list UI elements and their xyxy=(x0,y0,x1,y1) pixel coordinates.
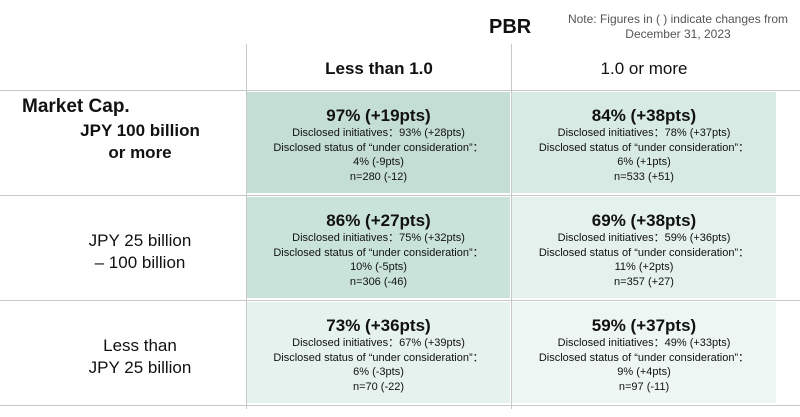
note-line: Note: Figures in ( ) indicate changes fr… xyxy=(567,12,789,26)
cell-line: Disclosed status of “under consideration… xyxy=(538,351,750,364)
cell-line: 6% (-3pts) xyxy=(353,366,404,378)
row-label-line: JPY 25 billion xyxy=(88,358,192,377)
cell-headline: 73% (+36pts) xyxy=(326,316,431,335)
row-divider xyxy=(0,405,800,406)
row-divider xyxy=(0,300,800,301)
cell-line: Disclosed initiatives：59% (+36pts) xyxy=(557,232,731,244)
cell: 84% (+38pts) Disclosed initiatives：78% (+… xyxy=(512,92,776,193)
cell-line: n=97 (-11) xyxy=(618,380,670,393)
cell-line: Disclosed initiatives：75% (+32pts) xyxy=(292,232,465,244)
cell-line: Disclosed status of “under consideration… xyxy=(273,246,484,259)
cell-line: Disclosed status of “under consideration… xyxy=(273,141,484,154)
row-divider xyxy=(0,195,800,196)
cell-headline: 59% (+37pts) xyxy=(591,316,697,335)
cell-line: n=306 (-46) xyxy=(349,275,408,288)
cell: 86% (+27pts) Disclosed initiatives：75% (+… xyxy=(247,197,510,298)
row-header-title: Market Cap. xyxy=(22,96,130,117)
cell: 69% (+38pts) Disclosed initiatives：59% (+… xyxy=(512,197,776,298)
row-label: JPY 25 billion – 100 billion xyxy=(20,230,260,274)
cell: 73% (+36pts) Disclosed initiatives：67% (+… xyxy=(247,302,510,403)
table-title: PBR xyxy=(489,16,532,38)
column-header: 1.0 or more xyxy=(600,59,688,78)
cell-line: n=533 (+51) xyxy=(614,170,674,183)
column-header: Less than 1.0 xyxy=(325,59,433,78)
cell-headline: 84% (+38pts) xyxy=(591,106,697,125)
cell-line: Disclosed initiatives：93% (+28pts) xyxy=(292,127,465,139)
cell-line: Disclosed status of “under consideration… xyxy=(273,351,484,364)
note-line: December 31, 2023 xyxy=(625,27,731,41)
cell-line: Disclosed status of “under consideration… xyxy=(538,141,750,154)
divider xyxy=(511,44,512,409)
cell-line: 6% (+1pts) xyxy=(617,156,671,168)
cell-headline: 69% (+38pts) xyxy=(591,211,697,230)
row-label-line: – 100 billion xyxy=(94,253,186,272)
cell-line: n=357 (+27) xyxy=(614,275,674,288)
cell-headline: 97% (+19pts) xyxy=(326,106,431,125)
row-label: Less than JPY 25 billion xyxy=(20,335,260,379)
cell-line: 10% (-5pts) xyxy=(350,261,407,273)
cell-line: 4% (-9pts) xyxy=(353,156,404,168)
cell-line: n=70 (-22) xyxy=(352,380,405,393)
cell-headline: 86% (+27pts) xyxy=(326,211,431,230)
cell-line: n=280 (-12) xyxy=(349,170,408,183)
cell-line: Disclosed status of “under consideration… xyxy=(538,246,750,259)
cell-line: Disclosed initiatives：67% (+39pts) xyxy=(292,337,465,349)
row-label-line: Less than xyxy=(103,336,177,355)
row-divider xyxy=(0,90,800,91)
note: Note: Figures in ( ) indicate changes fr… xyxy=(556,12,800,42)
cell: 97% (+19pts) Disclosed initiatives：93% (+… xyxy=(247,92,510,193)
cell-line: Disclosed initiatives：49% (+33pts) xyxy=(557,337,731,349)
row-label-line: JPY 25 billion xyxy=(88,231,192,250)
cell: 59% (+37pts) Disclosed initiatives：49% (+… xyxy=(512,302,776,403)
cell-line: 11% (+2pts) xyxy=(614,261,674,273)
cell-line: Disclosed initiatives：78% (+37pts) xyxy=(557,127,731,139)
row-label: JPY 100 billion or more xyxy=(20,120,260,164)
row-label-line: JPY 100 billion xyxy=(80,121,200,140)
divider xyxy=(246,44,247,409)
row-label-line: or more xyxy=(108,143,172,162)
cell-line: 9% (+4pts) xyxy=(617,366,671,378)
